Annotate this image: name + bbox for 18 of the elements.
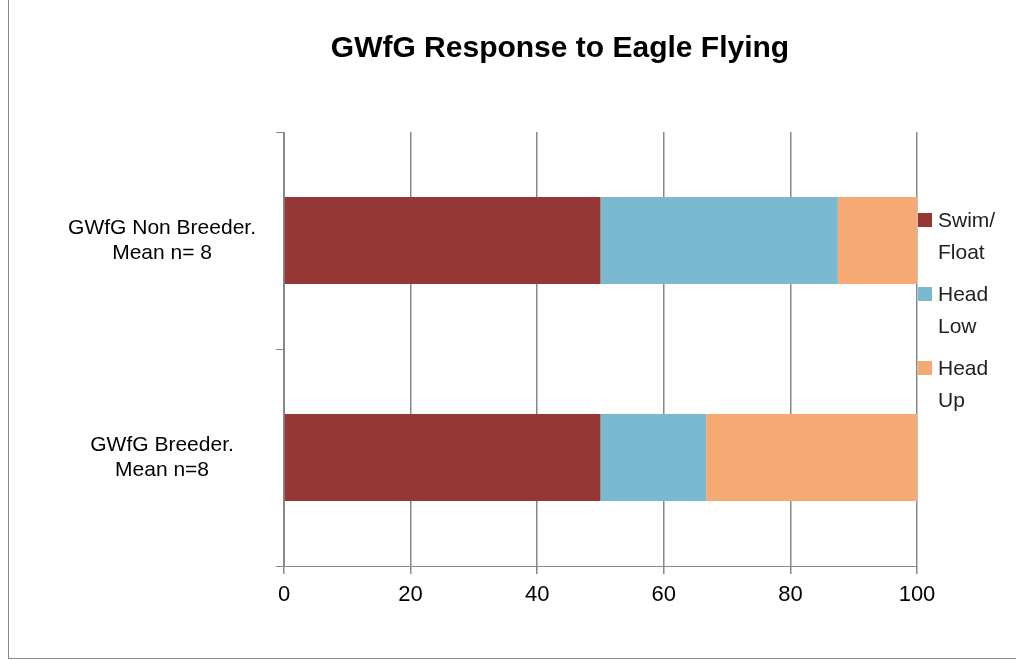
legend-label: Swim/ Float: [938, 207, 997, 265]
legend-label: Head Up: [938, 355, 990, 413]
bar: [706, 414, 917, 501]
x-tick-label: 100: [898, 581, 936, 607]
y-tick-label: GWfG Breeder. Mean n=8: [90, 431, 234, 480]
bar: [837, 197, 917, 284]
bar: [284, 414, 601, 501]
bar: [600, 197, 838, 284]
x-tick-label: 0: [277, 581, 291, 607]
bar: [284, 197, 601, 284]
chart-title: GWfG Response to Eagle Flying: [329, 30, 791, 64]
x-tick-label: 20: [398, 581, 423, 607]
x-tick-label: 40: [524, 581, 550, 607]
legend-label: Head Low: [938, 281, 990, 339]
bar: [600, 414, 707, 501]
y-tick-label: GWfG Non Breeder. Mean n= 8: [68, 214, 256, 263]
x-tick-label: 80: [778, 581, 803, 607]
x-tick-label: 60: [651, 581, 677, 607]
